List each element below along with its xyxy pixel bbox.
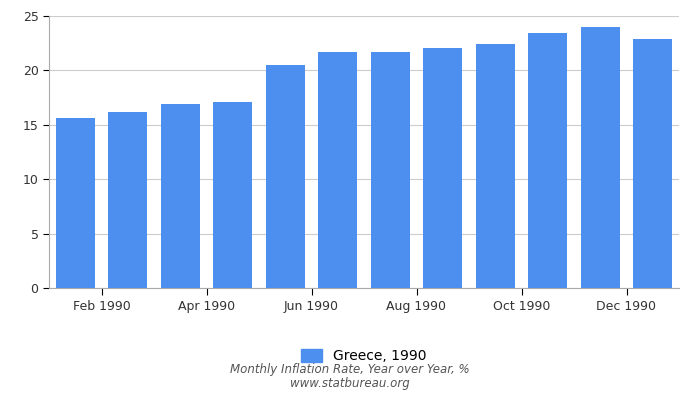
Bar	[108, 112, 148, 288]
Bar	[370, 52, 410, 288]
Bar	[528, 34, 568, 288]
Bar	[160, 104, 200, 288]
Bar	[633, 39, 673, 288]
Legend: Greece, 1990: Greece, 1990	[295, 344, 433, 369]
Text: www.statbureau.org: www.statbureau.org	[290, 378, 410, 390]
Bar	[318, 52, 358, 288]
Bar	[475, 44, 515, 288]
Bar	[580, 27, 620, 288]
Bar	[213, 102, 253, 288]
Bar	[55, 118, 95, 288]
Bar	[423, 48, 463, 288]
Text: Monthly Inflation Rate, Year over Year, %: Monthly Inflation Rate, Year over Year, …	[230, 364, 470, 376]
Bar	[265, 65, 305, 288]
